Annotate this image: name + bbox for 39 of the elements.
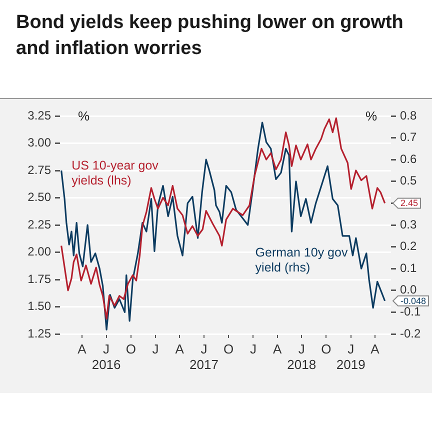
y-axis-title: % <box>78 108 90 124</box>
x-tick-label: O <box>126 341 136 356</box>
x-tick-label: J <box>152 341 159 356</box>
x-tick-label: A <box>78 341 87 356</box>
y-tick-label: 3.25 <box>28 108 52 122</box>
x-tick-label: J <box>250 341 256 356</box>
series-label: US 10-year gov yields (lhs) <box>72 158 160 188</box>
y-tick-label: 1.50 <box>28 299 52 314</box>
y2-tick-label: 0.6 <box>400 152 418 166</box>
y-tick-label: 1.25 <box>28 326 52 340</box>
x-tick-label: A <box>370 341 380 356</box>
data-label: -0.048 <box>400 296 426 306</box>
y-tick-label: 1.75 <box>28 272 52 286</box>
y-tick-label: 2.50 <box>28 190 52 204</box>
x-tick-label: J 2017 <box>190 341 218 372</box>
x-tick-label: J 2019 <box>336 341 366 372</box>
x-tick-label: J 2018 <box>287 341 316 372</box>
y2-tick-label: -0.1 <box>400 304 422 319</box>
y2-tick-label: 0.1 <box>400 260 418 275</box>
y-tick-label: 2.00 <box>28 244 52 259</box>
y2-tick-label: 0.8 <box>400 108 418 122</box>
y2-axis-title: % <box>365 108 378 124</box>
chart-title: Bond yields keep pushing lower on growth and inflation worries <box>16 11 404 61</box>
y2-tick-label: -0.2 <box>400 326 422 340</box>
x-tick-label: J 2016 <box>92 341 121 372</box>
x-tick-label: A <box>272 341 282 356</box>
y-tick-label: 2.75 <box>28 162 52 177</box>
y2-tick-label: 0.0 <box>400 282 418 297</box>
series-label: German 10y gov yield (rhs) <box>255 246 348 275</box>
y-tick-label: 3.00 <box>28 136 52 150</box>
x-tick-label: O <box>321 341 332 356</box>
x-tick-label: O <box>224 341 234 356</box>
y-tick-label: 2.25 <box>28 217 52 232</box>
y2-tick-label: 0.5 <box>400 174 418 188</box>
y2-tick-label: 0.3 <box>400 217 418 232</box>
x-tick-label: A <box>175 341 184 356</box>
data-label: 2.45 <box>400 198 418 208</box>
y2-tick-label: 0.2 <box>400 239 418 254</box>
y2-tick-label: 0.7 <box>400 130 418 144</box>
